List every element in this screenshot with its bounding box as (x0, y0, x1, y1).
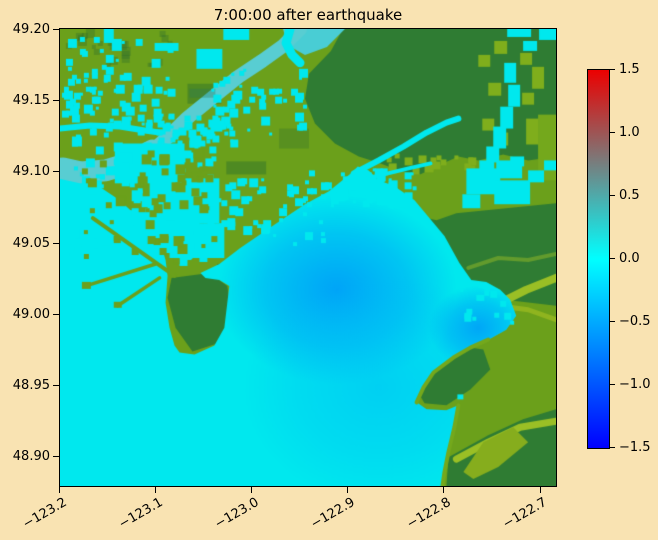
colorbar-tickmark (610, 194, 615, 196)
colorbar-tickmark (610, 257, 615, 259)
y-tickmark (53, 384, 59, 386)
colorbar-tickmark (610, 383, 615, 385)
map-plot-area (59, 28, 557, 487)
map-heatmap-canvas (60, 29, 556, 486)
y-tick-label: 48.90 (12, 448, 50, 464)
x-tickmark (539, 487, 541, 493)
x-tick-label: −122.9 (308, 495, 358, 533)
y-tick-label: 48.95 (12, 377, 50, 393)
x-tick-label: −122.7 (500, 495, 550, 533)
y-tickmark (53, 455, 59, 457)
colorbar-tickmark (610, 446, 615, 448)
x-tickmark (155, 487, 157, 493)
x-tickmark (251, 487, 253, 493)
y-tick-label: 49.00 (12, 306, 50, 322)
y-tickmark (53, 100, 59, 102)
y-tickmark (53, 313, 59, 315)
colorbar-tickmark (610, 320, 615, 322)
x-tick-label: −123.2 (20, 495, 70, 533)
y-tick-label: 49.15 (12, 93, 50, 109)
y-tick-label: 49.05 (12, 235, 50, 251)
colorbar-tick-label: 1.5 (619, 61, 640, 77)
plot-title: 7:00:00 after earthquake (213, 6, 403, 24)
colorbar-tick-label: −1.5 (619, 439, 651, 455)
y-tick-label: 49.10 (12, 164, 50, 180)
y-tickmark (53, 171, 59, 173)
y-tick-label: 49.20 (12, 22, 50, 38)
colorbar (587, 69, 610, 449)
colorbar-tickmark (610, 131, 615, 133)
colorbar-tick-label: 0.5 (619, 187, 640, 203)
colorbar-tick-label: 0.0 (619, 250, 640, 266)
colorbar-tick-label: 1.0 (619, 124, 640, 140)
x-tick-label: −122.8 (404, 495, 454, 533)
y-tickmark (53, 29, 59, 31)
x-tickmark (443, 487, 445, 493)
y-tickmark (53, 242, 59, 244)
x-tick-label: −123.0 (212, 495, 262, 533)
x-tick-label: −123.1 (116, 495, 166, 533)
colorbar-tick-label: −1.0 (619, 376, 651, 392)
colorbar-tickmark (610, 68, 615, 70)
x-tickmark (59, 487, 61, 493)
colorbar-tick-label: −0.5 (619, 313, 651, 329)
x-tickmark (347, 487, 349, 493)
